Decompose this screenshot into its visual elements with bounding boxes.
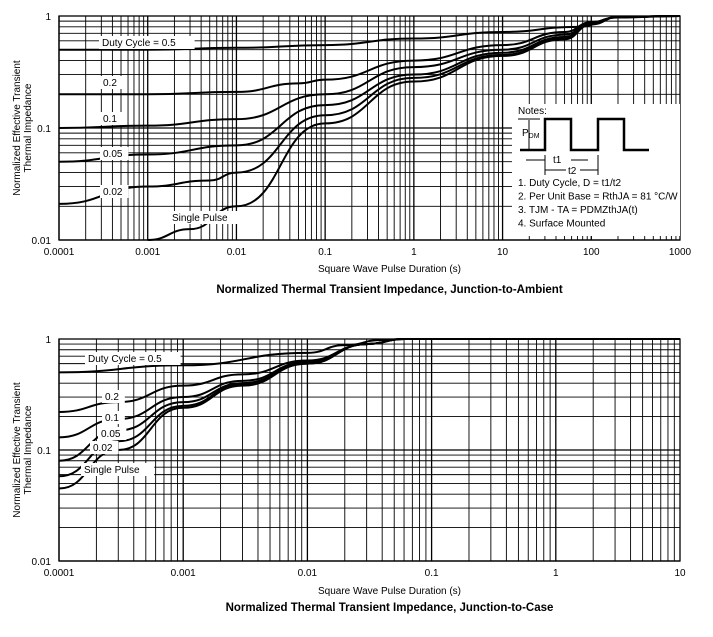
series-label: 0.02	[93, 443, 113, 454]
series-label-bg	[100, 185, 129, 198]
plot-frame	[58, 338, 681, 562]
note-item: 1. Duty Cycle, D = t1/t2	[518, 178, 622, 189]
series-label: 0.02	[103, 187, 123, 198]
pulse-waveform-icon	[520, 117, 649, 152]
series-label-bg	[81, 463, 155, 476]
x-tick-label: 0.001	[135, 247, 160, 258]
x-tick-label: 1	[553, 568, 559, 579]
x-tick-label: 0.1	[318, 247, 332, 258]
x-tick-label: 0.01	[227, 247, 247, 258]
series-label: 0.05	[101, 429, 121, 440]
y-tick-label: 0.1	[37, 124, 51, 135]
series-label-bg	[100, 147, 129, 160]
chart-title: Normalized Thermal Transient Impedance, …	[226, 602, 554, 614]
note-item: 2. Per Unit Base = RthJA = 81 °C/W	[518, 192, 678, 203]
series-label: Duty Cycle = 0.5	[88, 354, 162, 365]
y-axis-label-line: Normalized Effective Transient	[12, 382, 23, 518]
series-label: 0.2	[105, 392, 119, 403]
series-label-bg	[99, 36, 195, 49]
series-label-bg	[98, 427, 127, 440]
x-tick-label: 10	[497, 247, 509, 258]
series-label-bg	[102, 411, 125, 424]
x-tick-label: 0.01	[298, 568, 318, 579]
chart-title: Normalized Thermal Transient Impedance, …	[216, 284, 563, 296]
y-axis-label-line: Thermal Impedance	[23, 83, 34, 172]
y-tick-label: 1	[45, 12, 51, 23]
notes-box: Notes: PDM t1 t21. Duty Cycle, D = t1/t2 2. …	[512, 104, 680, 236]
series-label: 0.1	[103, 114, 117, 125]
series-label: Single Pulse	[172, 213, 228, 224]
y-tick-label: 0.1	[37, 446, 51, 457]
x-tick-label: 0.0001	[44, 247, 75, 258]
pdm-label: PDM	[522, 128, 540, 140]
x-tick-label: 100	[583, 247, 600, 258]
t1-label: t1	[553, 155, 562, 166]
series-line	[147, 15, 681, 241]
series-label-bg	[90, 441, 119, 454]
series-label: Duty Cycle = 0.5	[102, 38, 176, 49]
x-axis-label: Square Wave Pulse Duration (s)	[318, 264, 461, 275]
y-axis-label: Normalized Effective TransientThermal Im…	[12, 382, 34, 518]
grid	[58, 16, 680, 241]
x-axis-label: Square Wave Pulse Duration (s)	[318, 586, 461, 597]
y-tick-label: 0.01	[32, 557, 52, 568]
series-label: 0.1	[105, 413, 119, 424]
note-item: 4. Surface Mounted	[518, 219, 605, 230]
series-label: 0.05	[103, 149, 123, 160]
x-tick-label: 1	[411, 247, 417, 258]
series-label-bg	[100, 112, 123, 125]
notes-header: Notes:	[518, 106, 547, 117]
y-axis-label: Normalized Effective TransientThermal Im…	[12, 60, 34, 196]
y-axis-label-line: Thermal Impedance	[23, 405, 34, 494]
note-item: 3. TJM - TA = PDMZthJA(t)	[518, 205, 638, 216]
grid	[58, 339, 680, 562]
y-tick-label: 1	[45, 335, 51, 346]
x-tick-label: 0.0001	[44, 568, 75, 579]
x-tick-label: 1000	[669, 247, 692, 258]
series-label-bg	[102, 390, 125, 403]
x-tick-label: 0.1	[425, 568, 439, 579]
series-line	[58, 337, 680, 490]
t2-label: t2	[568, 166, 577, 177]
series-label-bg	[100, 76, 123, 89]
series-label: 0.2	[103, 78, 117, 89]
y-axis-label-line: Normalized Effective Transient	[12, 60, 23, 196]
series-label: Single Pulse	[84, 465, 140, 476]
x-tick-label: 10	[674, 568, 686, 579]
series-label-bg	[169, 211, 243, 224]
y-tick-label: 0.01	[32, 236, 52, 247]
series-label-bg	[85, 352, 181, 365]
chart-1: 0.0001 0.001 0.01 0.1 1 10 100 1000 1 0.1 0.01 Squa…	[12, 12, 692, 296]
x-tick-label: 0.001	[171, 568, 196, 579]
